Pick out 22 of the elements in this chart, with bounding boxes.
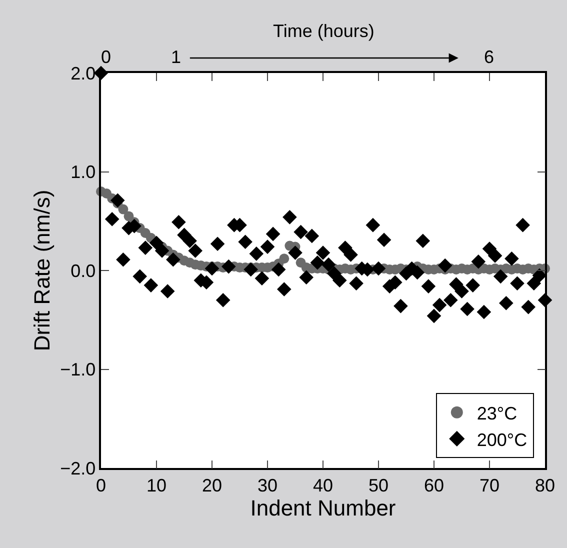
- x-tick-label: 20: [202, 475, 222, 496]
- x-tick-label: 60: [424, 475, 444, 496]
- text: 0: [101, 47, 112, 67]
- x-tick-label: 10: [146, 475, 167, 496]
- x-tick-label: 80: [534, 475, 556, 496]
- y-tick-label: −2.0: [60, 458, 96, 478]
- y-axis-title: Drift Rate (nm/s): [29, 190, 54, 352]
- y-tick-label: 2.0: [70, 63, 96, 84]
- legend-label: 200°C: [476, 430, 528, 450]
- x-tick-label: 40: [312, 475, 334, 496]
- x-tick-label: 50: [368, 475, 389, 496]
- y-tick-label: 1.0: [70, 162, 96, 182]
- text: 6: [484, 47, 494, 67]
- x-tick-label: 0: [96, 475, 106, 496]
- y-tick-label: −1.0: [60, 360, 96, 380]
- text: 1: [171, 47, 182, 67]
- legend-label: 23°C: [476, 403, 518, 424]
- x-tick-label: 70: [479, 475, 500, 496]
- y-tick-label: 0.0: [70, 260, 96, 281]
- x-tick-label: 30: [257, 475, 278, 496]
- x-axis-title: Indent Number: [250, 495, 396, 520]
- x2-axis-title: Time (hours): [273, 21, 374, 41]
